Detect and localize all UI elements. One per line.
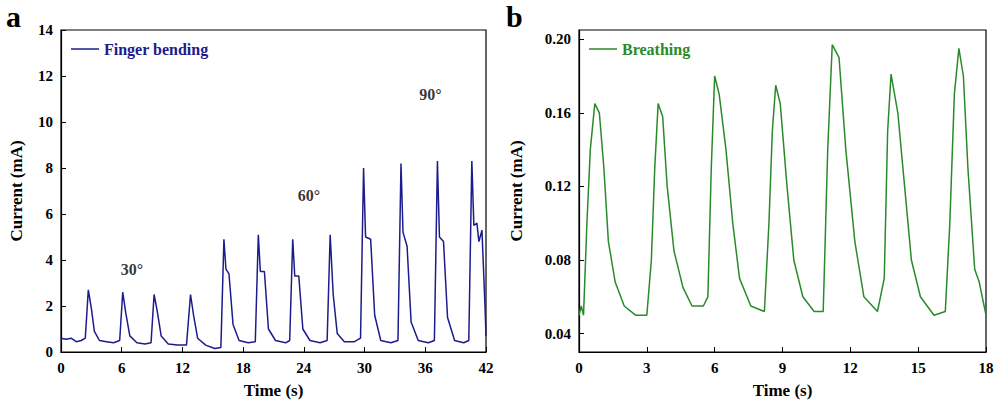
svg-text:90°: 90° — [419, 86, 441, 103]
svg-text:14: 14 — [38, 22, 54, 38]
svg-text:9: 9 — [779, 360, 787, 376]
svg-text:24: 24 — [296, 360, 312, 376]
svg-text:30: 30 — [357, 360, 372, 376]
svg-text:0.04: 0.04 — [545, 326, 572, 342]
svg-text:2: 2 — [46, 298, 54, 314]
svg-text:15: 15 — [911, 360, 926, 376]
svg-text:36: 36 — [418, 360, 434, 376]
svg-text:12: 12 — [175, 360, 190, 376]
svg-text:12: 12 — [38, 68, 53, 84]
svg-text:Time (s): Time (s) — [244, 381, 304, 400]
svg-text:0: 0 — [46, 344, 54, 360]
svg-text:0.12: 0.12 — [545, 178, 571, 194]
html-text:a: a — [6, 0, 21, 33]
svg-text:10: 10 — [38, 114, 53, 130]
svg-text:Current (mA): Current (mA) — [7, 140, 26, 241]
svg-text:0.20: 0.20 — [545, 31, 571, 47]
html-text:b: b — [506, 0, 523, 33]
svg-text:42: 42 — [479, 360, 494, 376]
svg-text:4: 4 — [46, 252, 54, 268]
svg-text:6: 6 — [46, 206, 54, 222]
svg-text:Breathing: Breathing — [622, 41, 690, 59]
svg-text:18: 18 — [236, 360, 251, 376]
svg-text:0.08: 0.08 — [545, 252, 571, 268]
svg-text:60°: 60° — [298, 187, 320, 204]
svg-text:6: 6 — [118, 360, 126, 376]
svg-text:Time (s): Time (s) — [753, 381, 813, 400]
svg-text:0: 0 — [57, 360, 65, 376]
svg-text:3: 3 — [643, 360, 651, 376]
svg-text:0.16: 0.16 — [545, 105, 572, 121]
svg-text:18: 18 — [979, 360, 994, 376]
svg-text:6: 6 — [711, 360, 719, 376]
svg-text:Finger bending: Finger bending — [104, 41, 208, 59]
svg-text:0: 0 — [575, 360, 583, 376]
svg-text:Current (mA): Current (mA) — [507, 140, 526, 241]
svg-text:12: 12 — [843, 360, 858, 376]
svg-text:8: 8 — [46, 160, 54, 176]
svg-text:30°: 30° — [121, 261, 143, 278]
